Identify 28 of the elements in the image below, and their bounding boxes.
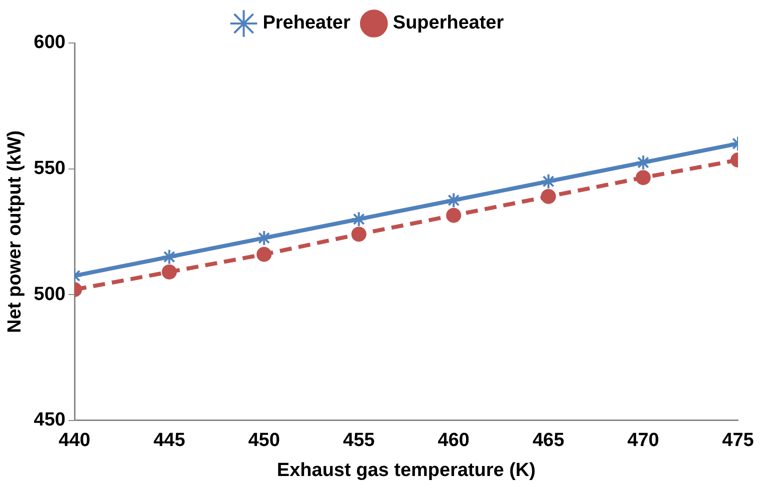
- y-axis-title: Net power output (kW): [4, 130, 26, 334]
- point: [351, 226, 366, 242]
- point: [540, 173, 556, 190]
- x-tick-label: 470: [627, 430, 660, 452]
- point: [256, 246, 272, 262]
- y-tick-label: 500: [34, 284, 66, 305]
- x-tick-label: 450: [248, 430, 280, 452]
- point: [540, 188, 556, 204]
- point: [350, 211, 367, 228]
- x-tick-label: 475: [722, 430, 754, 452]
- y-tick-label: 450: [34, 410, 66, 431]
- x-axis-title: Exhaust gas temperature (K): [276, 460, 536, 481]
- point: [446, 192, 462, 208]
- x-tick-label: 445: [153, 430, 186, 452]
- y-tick-label: 600: [34, 32, 66, 54]
- x-tick-label: 455: [343, 430, 376, 452]
- legend-label: Preheater: [262, 12, 351, 34]
- x-tick-label: 465: [532, 430, 565, 452]
- point: [636, 170, 651, 186]
- point: [256, 230, 272, 246]
- legend-label: Superheater: [392, 12, 504, 34]
- y-tick-label: 550: [34, 158, 66, 180]
- x-tick-label: 460: [438, 430, 470, 452]
- point: [446, 208, 462, 223]
- point: [161, 248, 178, 265]
- point: [635, 154, 652, 171]
- x-tick-label: 440: [58, 430, 90, 452]
- point: [162, 264, 177, 280]
